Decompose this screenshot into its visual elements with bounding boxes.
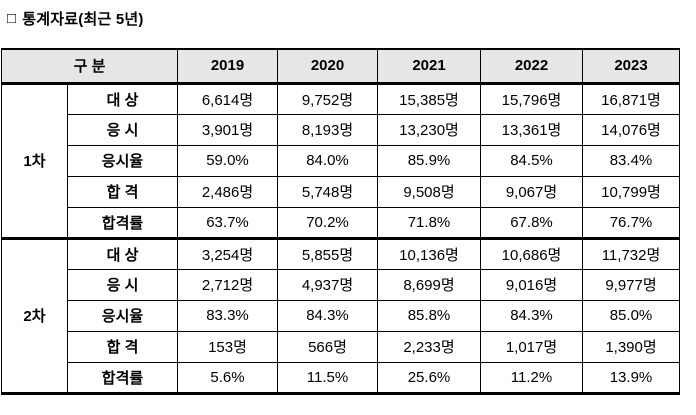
value-cell: 84.5% — [480, 144, 583, 177]
value-cell: 10,799명 — [582, 175, 680, 208]
value-cell: 15,385명 — [377, 82, 481, 115]
table-row: 응시율 59.0% 84.0% 85.9% 84.5% 83.4% — [2, 144, 680, 177]
value-cell: 3,254명 — [177, 236, 278, 270]
header-cell-group: 구 분 — [1, 48, 178, 85]
header-row: 구 분 2019 2020 2021 2022 2023 — [1, 48, 680, 85]
table-row: 합 격 153명 566명 2,233명 1,017명 1,390명 — [2, 330, 680, 363]
row-label-cell: 응 시 — [67, 113, 178, 146]
square-bullet-icon: □ — [7, 10, 17, 27]
value-cell: 9,016명 — [480, 268, 583, 301]
value-cell: 11.2% — [480, 361, 583, 394]
value-cell: 11,732명 — [582, 236, 680, 270]
value-cell: 63.7% — [177, 206, 278, 239]
value-cell: 1,390명 — [582, 330, 680, 363]
value-cell: 13.9% — [582, 361, 680, 394]
table-row: 1차 대 상 6,614명 9,752명 15,385명 15,796명 16,871명 — [1, 82, 680, 239]
value-cell: 25.6% — [377, 361, 481, 394]
table-row: 응시율 83.3% 84.3% 85.8% 84.3% 85.0% — [2, 299, 680, 332]
table-row: 합격률 5.6% 11.5% 25.6% 11.2% 13.9% — [2, 361, 680, 394]
value-cell: 84.3% — [480, 299, 583, 332]
value-cell: 3,901명 — [177, 113, 278, 146]
value-cell: 10,136명 — [377, 236, 481, 270]
value-cell: 85.9% — [377, 144, 481, 177]
statistics-table: 구 분 2019 2020 2021 2022 2023 1차 대 상 6,614명… — [1, 48, 680, 395]
value-cell: 2,233명 — [377, 330, 481, 363]
value-cell: 11.5% — [277, 361, 378, 394]
value-cell: 9,508명 — [377, 175, 481, 208]
header-cell-year: 2019 — [177, 48, 278, 85]
table-row: 2차 대 상 3,254명 5,855명 10,136명 10,686명 11,732명 — [1, 236, 680, 394]
table-row: 응 시 2,712명 4,937명 8,699명 9,016명 9,977명 — [2, 268, 680, 301]
header-cell-year: 2023 — [582, 48, 680, 85]
header-cell-year: 2021 — [377, 48, 481, 85]
table-row: 응 시 3,901명 8,193명 13,230명 13,361명 14,076명 — [2, 113, 680, 146]
section-label-cell: 2차 — [1, 236, 68, 394]
value-cell: 6,614명 — [177, 82, 278, 115]
value-cell: 85.0% — [582, 299, 680, 332]
value-cell: 10,686명 — [480, 236, 583, 270]
value-cell: 84.3% — [277, 299, 378, 332]
value-cell: 566명 — [277, 330, 378, 363]
value-cell: 1,017명 — [480, 330, 583, 363]
value-cell: 15,796명 — [480, 82, 583, 115]
value-cell: 83.3% — [177, 299, 278, 332]
table-row: 합격률 63.7% 70.2% 71.8% 67.8% 76.7% — [2, 206, 680, 239]
value-cell: 13,361명 — [480, 113, 583, 146]
header-cell-year: 2020 — [277, 48, 378, 85]
value-cell: 84.0% — [277, 144, 378, 177]
value-cell: 5,855명 — [277, 236, 378, 270]
table-header: 구 분 2019 2020 2021 2022 2023 — [1, 48, 680, 85]
value-cell: 16,871명 — [582, 82, 680, 115]
page-title-text: 통계자료(최근 5년) — [22, 11, 144, 28]
value-cell: 2,712명 — [177, 268, 278, 301]
value-cell: 13,230명 — [377, 113, 481, 146]
value-cell: 8,699명 — [377, 268, 481, 301]
value-cell: 5,748명 — [277, 175, 378, 208]
value-cell: 8,193명 — [277, 113, 378, 146]
page-title: □ 통계자료(최근 5년) — [7, 8, 144, 29]
value-cell: 83.4% — [582, 144, 680, 177]
value-cell: 9,977명 — [582, 268, 680, 301]
value-cell: 71.8% — [377, 206, 481, 239]
value-cell: 4,937명 — [277, 268, 378, 301]
stats-table-body: 1차 대 상 6,614명 9,752명 15,385명 15,796명 16,871명 응 … — [1, 82, 680, 394]
row-label-cell: 응시율 — [67, 299, 178, 332]
value-cell: 59.0% — [177, 144, 278, 177]
row-label-cell: 대 상 — [67, 82, 178, 115]
value-cell: 2,486명 — [177, 175, 278, 208]
row-label-cell: 응시율 — [67, 144, 178, 177]
value-cell: 9,067명 — [480, 175, 583, 208]
row-label-cell: 합격률 — [67, 206, 178, 239]
value-cell: 85.8% — [377, 299, 481, 332]
value-cell: 70.2% — [277, 206, 378, 239]
row-label-cell: 합 격 — [67, 330, 178, 363]
row-label-cell: 합 격 — [67, 175, 178, 208]
value-cell: 9,752명 — [277, 82, 378, 115]
section-label-cell: 1차 — [1, 82, 68, 239]
value-cell: 76.7% — [582, 206, 680, 239]
value-cell: 14,076명 — [582, 113, 680, 146]
table-row: 합 격 2,486명 5,748명 9,508명 9,067명 10,799명 — [2, 175, 680, 208]
row-label-cell: 대 상 — [67, 236, 178, 270]
header-cell-year: 2022 — [480, 48, 583, 85]
value-cell: 153명 — [177, 330, 278, 363]
value-cell: 67.8% — [480, 206, 583, 239]
row-label-cell: 합격률 — [67, 361, 178, 394]
value-cell: 5.6% — [177, 361, 278, 394]
row-label-cell: 응 시 — [67, 268, 178, 301]
